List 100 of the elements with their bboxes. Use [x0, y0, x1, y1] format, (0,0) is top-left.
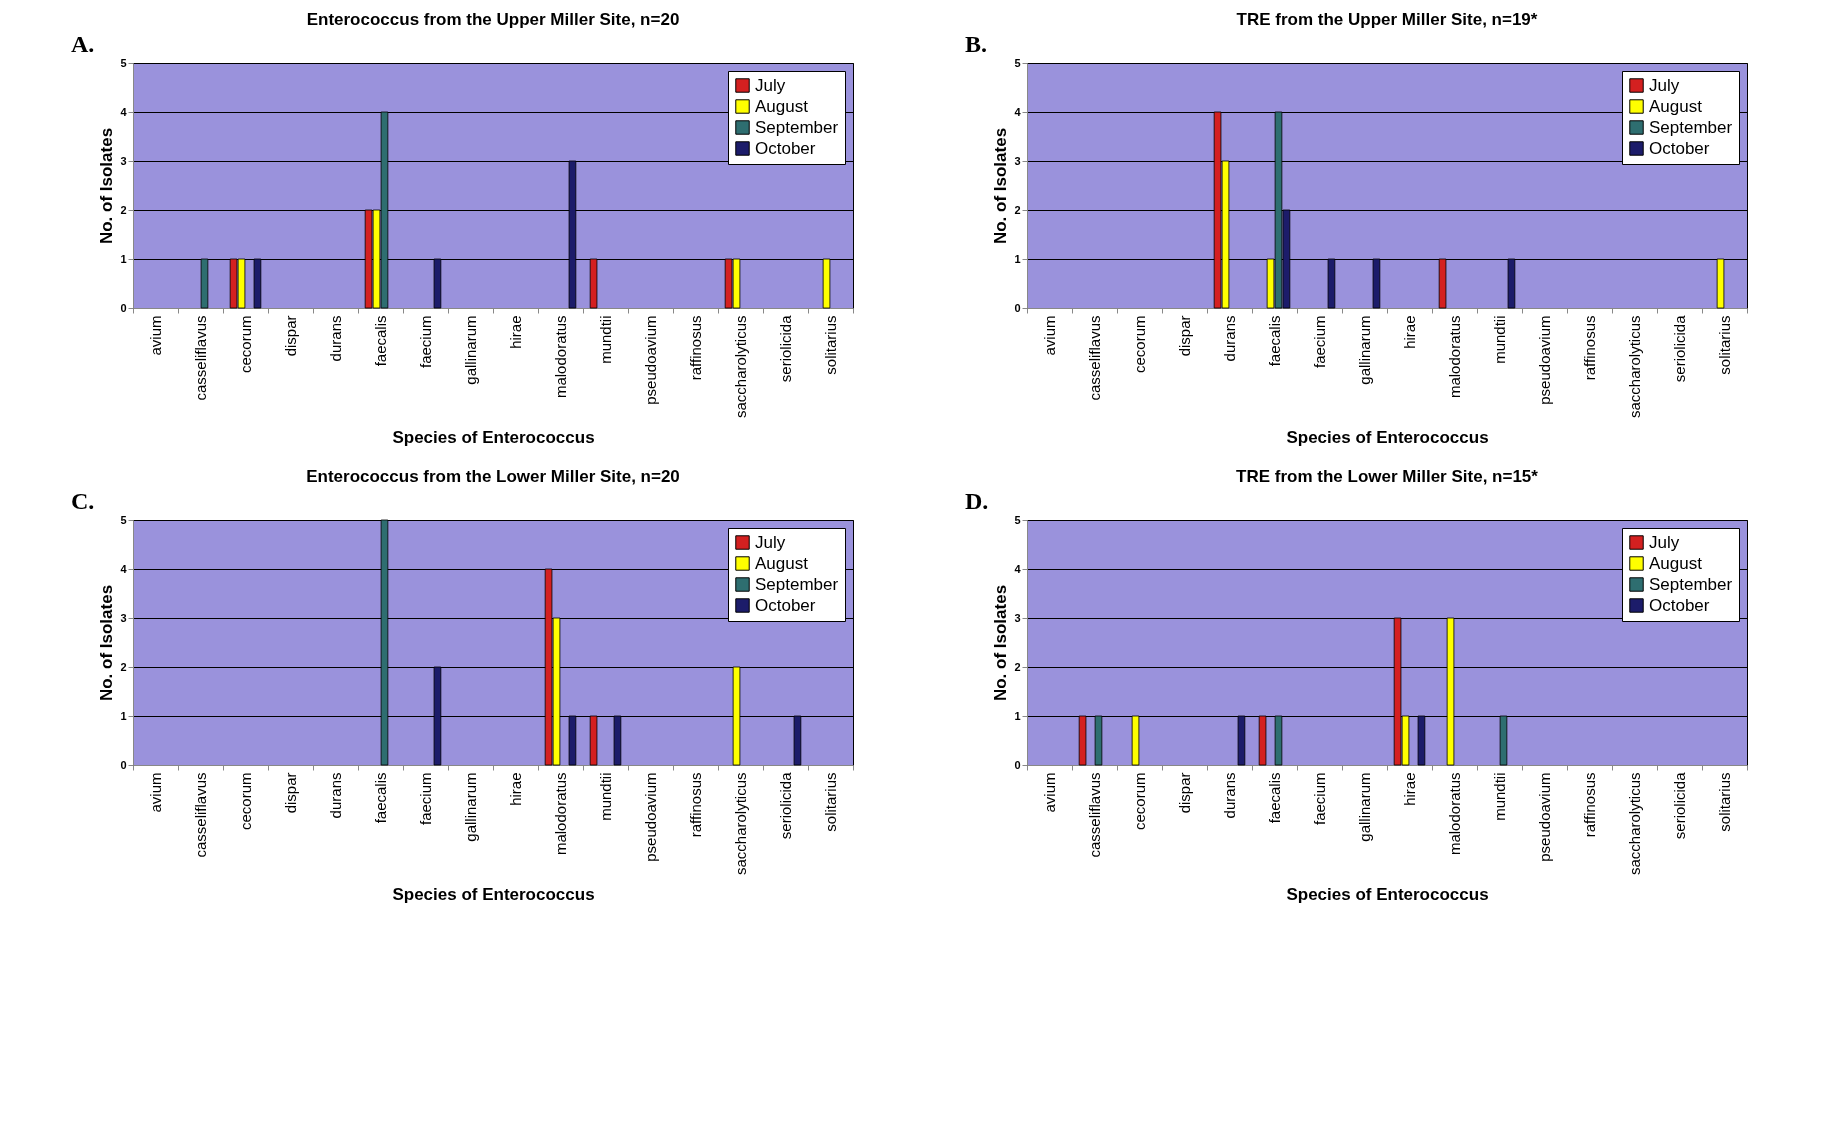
y-tick-label: 2: [1014, 660, 1021, 673]
x-tick-label: solitarius: [822, 315, 839, 375]
x-tick-label: gallinarum: [462, 315, 479, 385]
x-tick-label: dispar: [1176, 772, 1193, 814]
x-axis-title: Species of Enterococcus: [392, 428, 595, 448]
y-tick-label: 4: [1014, 105, 1022, 118]
x-tick-label: raffinosus: [687, 315, 704, 381]
y-tick-label: 1: [1014, 252, 1021, 265]
legend-label: October: [755, 595, 816, 615]
x-tick-label: faecium: [417, 315, 434, 369]
y-tick-label: 3: [1014, 154, 1021, 167]
x-tick-label: seriolicida: [777, 771, 794, 840]
y-tick-label: 3: [120, 611, 127, 624]
legend-label: September: [1649, 117, 1733, 137]
y-axis-title: No. of Isolates: [991, 584, 1011, 702]
x-axis-title: Species of Enterococcus: [1286, 428, 1489, 448]
y-tick-label: 3: [120, 154, 127, 167]
y-tick-label: 5: [120, 513, 127, 526]
y-tick-label: 0: [1014, 758, 1021, 771]
y-tick-label: 5: [120, 56, 127, 69]
x-tick-label: casseliflavus: [1086, 315, 1103, 401]
legend-label: July: [1649, 532, 1680, 552]
legend-label: August: [1649, 553, 1703, 573]
x-tick-label: pseudoavium: [1536, 772, 1553, 862]
x-tick-label: faecalis: [1266, 315, 1283, 367]
x-tick-label: seriolicida: [1671, 771, 1688, 840]
legend-label: July: [1649, 75, 1680, 95]
x-tick-label: malodoratus: [552, 772, 569, 856]
x-tick-label: malodoratus: [1446, 315, 1463, 399]
x-tick-label: mundtii: [1491, 772, 1508, 821]
legend-label: October: [1649, 595, 1710, 615]
y-tick-label: 5: [1014, 513, 1021, 526]
y-axis-title: No. of Isolates: [97, 584, 117, 702]
x-axis-title: Species of Enterococcus: [1286, 885, 1489, 905]
y-tick-label: 4: [1014, 562, 1022, 575]
x-tick-label: durans: [1221, 315, 1238, 362]
legend-label: October: [755, 138, 816, 158]
legend-label: August: [755, 553, 809, 573]
legend-label: July: [755, 532, 786, 552]
x-tick-label: mundtii: [1491, 315, 1508, 364]
x-tick-label: durans: [327, 772, 344, 819]
text: B.: [965, 31, 988, 57]
x-tick-label: faecalis: [372, 315, 389, 367]
legend-label: August: [755, 96, 809, 116]
y-axis-title: No. of Isolates: [97, 127, 117, 245]
x-tick-label: dispar: [282, 772, 299, 814]
x-tick-label: hirae: [1401, 315, 1418, 349]
x-tick-label: pseudoavium: [1536, 315, 1553, 405]
x-tick-label: faecalis: [372, 772, 389, 824]
chart-title: Enterococcus from the Lower Miller Site, n=20: [306, 467, 680, 486]
x-tick-label: avium: [147, 772, 164, 813]
y-tick-label: 2: [120, 203, 127, 216]
x-tick-label: cecorum: [237, 772, 254, 831]
legend-label: July: [755, 75, 786, 95]
text: A.: [71, 31, 95, 57]
legend-label: October: [1649, 138, 1710, 158]
x-tick-label: solitarius: [822, 772, 839, 832]
legend-label: September: [755, 574, 839, 594]
y-tick-label: 5: [1014, 56, 1021, 69]
x-tick-label: hirae: [507, 772, 524, 806]
y-tick-label: 0: [1014, 301, 1021, 314]
x-tick-label: casseliflavus: [192, 315, 209, 401]
x-tick-label: seriolicida: [777, 314, 794, 383]
chart-title: TRE from the Upper Miller Site, n=19*: [1236, 10, 1538, 29]
text: C.: [71, 488, 95, 514]
chart-title: TRE from the Lower Miller Site, n=15*: [1236, 467, 1539, 486]
x-tick-label: raffinosus: [1581, 315, 1598, 381]
x-tick-label: saccharolyticus: [732, 772, 749, 876]
y-tick-label: 2: [120, 660, 127, 673]
x-tick-label: raffinosus: [1581, 772, 1598, 838]
x-tick-label: hirae: [1401, 772, 1418, 806]
x-tick-label: cecorum: [1131, 772, 1148, 831]
x-tick-label: malodoratus: [552, 315, 569, 399]
x-tick-label: saccharolyticus: [1626, 315, 1643, 419]
x-tick-label: gallinarum: [462, 772, 479, 842]
x-tick-label: cecorum: [237, 315, 254, 374]
x-tick-label: durans: [1221, 772, 1238, 819]
x-tick-label: mundtii: [597, 772, 614, 821]
x-tick-label: solitarius: [1716, 772, 1733, 832]
x-tick-label: faecium: [1311, 315, 1328, 369]
x-tick-label: cecorum: [1131, 315, 1148, 374]
y-tick-label: 0: [120, 758, 127, 771]
legend-label: August: [1649, 96, 1703, 116]
y-axis-title: No. of Isolates: [991, 127, 1011, 245]
x-tick-label: avium: [1041, 315, 1058, 356]
y-tick-label: 4: [120, 562, 128, 575]
text: D.: [965, 488, 989, 514]
legend-label: September: [755, 117, 839, 137]
x-tick-label: dispar: [1176, 315, 1193, 357]
x-tick-label: saccharolyticus: [1626, 772, 1643, 876]
y-tick-label: 2: [1014, 203, 1021, 216]
x-tick-label: pseudoavium: [642, 772, 659, 862]
y-tick-label: 1: [120, 252, 127, 265]
x-tick-label: solitarius: [1716, 315, 1733, 375]
y-tick-label: 4: [120, 105, 128, 118]
x-tick-label: avium: [147, 315, 164, 356]
chart-title: Enterococcus from the Upper Miller Site, n=20: [306, 10, 680, 29]
x-tick-label: dispar: [282, 315, 299, 357]
x-tick-label: gallinarum: [1356, 772, 1373, 842]
y-tick-label: 0: [120, 301, 127, 314]
